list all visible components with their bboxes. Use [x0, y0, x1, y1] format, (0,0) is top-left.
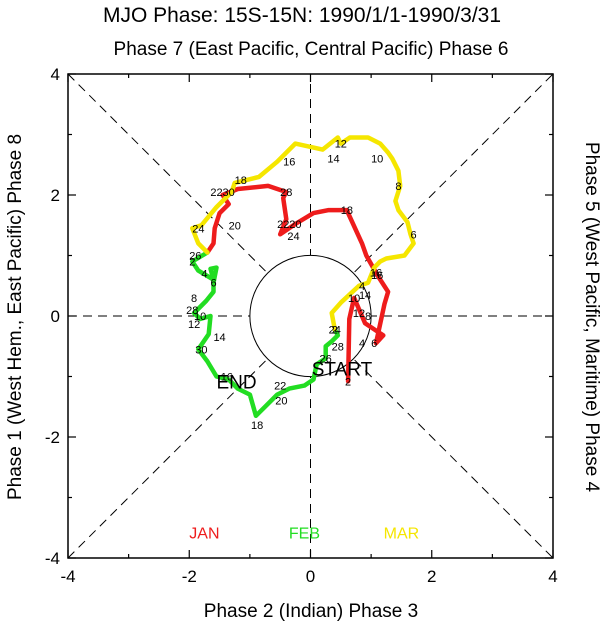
- day-label: 10: [348, 293, 360, 305]
- day-label: 22: [210, 187, 222, 199]
- unit-circle: [249, 254, 372, 378]
- day-label: 16: [283, 157, 295, 169]
- day-label: 30: [223, 187, 235, 199]
- top-axis-label: Phase 7 (East Pacific, Central Pacific) …: [114, 39, 509, 60]
- y-tick-label: -4: [45, 549, 60, 568]
- y-tick-label: -2: [45, 428, 60, 447]
- y-tick-label: 0: [51, 307, 60, 326]
- x-tick-label: 4: [548, 567, 557, 586]
- diagonal-divider: [67, 73, 554, 559]
- day-label: 28: [186, 305, 198, 317]
- chart-title: MJO Phase: 15S-15N: 1990/1/1-1990/3/31: [103, 4, 501, 27]
- start-label: START: [312, 359, 373, 380]
- month-legend: JAN FEB MAR: [189, 526, 419, 543]
- day-label: 14: [327, 154, 339, 166]
- day-label: 4: [359, 338, 365, 350]
- day-label: 2: [332, 324, 338, 336]
- day-label: 24: [329, 324, 341, 336]
- day-label: 16: [221, 372, 233, 384]
- day-label: 14: [213, 332, 225, 344]
- x-tick-label: 0: [306, 567, 315, 586]
- day-label: 22: [277, 219, 289, 231]
- day-label: 12: [353, 308, 365, 320]
- x-axis-label: Phase 2 (Indian) Phase 3: [204, 601, 418, 622]
- end-label: END: [216, 373, 256, 394]
- day-label: 18: [235, 175, 247, 187]
- day-label: 8: [365, 311, 371, 323]
- day-label: 10: [371, 154, 383, 166]
- day-label: 20: [229, 220, 241, 232]
- day-label: 30: [195, 344, 207, 356]
- series-line-feb: [190, 250, 341, 419]
- day-label: 4: [359, 281, 365, 293]
- day-label: 8: [191, 293, 197, 305]
- day-label: 12: [335, 139, 347, 151]
- day-label: 22: [274, 381, 286, 393]
- day-label: 20: [289, 219, 301, 231]
- day-label: 28: [280, 187, 292, 199]
- right-axis-label: Phase 5 (West Pacific, Maritime) Phase 4: [581, 142, 602, 493]
- x-tick-label: 2: [427, 567, 436, 586]
- day-label: 2: [189, 257, 195, 269]
- day-label: 26: [320, 353, 332, 365]
- x-tick-label: -2: [182, 567, 197, 586]
- diagonal-divider: [67, 73, 554, 559]
- day-label: 16: [371, 270, 383, 282]
- day-label: 12: [188, 319, 200, 331]
- day-label: 6: [411, 229, 417, 241]
- y-tick-label: 4: [51, 65, 60, 84]
- series-line-mar: [190, 135, 416, 332]
- legend-item-feb: FEB: [289, 526, 320, 543]
- day-label: 4: [201, 269, 207, 281]
- day-label: 26: [189, 251, 201, 263]
- day-label-layer: 24 68101214161820222428302468101214161820…: [186, 139, 416, 432]
- day-label: 10: [194, 311, 206, 323]
- day-label: 6: [371, 338, 377, 350]
- day-label: 6: [210, 278, 216, 290]
- day-label: 24: [192, 223, 204, 235]
- legend-item-jan: JAN: [189, 526, 219, 543]
- y-axis-label: Phase 1 (West Hem., East Pacific) Phase …: [5, 134, 26, 500]
- day-label: 18: [341, 205, 353, 217]
- day-label: 8: [395, 181, 401, 193]
- trajectory-layer: [190, 135, 416, 419]
- day-label: 18: [251, 420, 263, 432]
- day-label: 20: [275, 396, 287, 408]
- day-label: 24: [287, 231, 299, 243]
- day-label: 28: [332, 341, 344, 353]
- y-tick-label: 2: [51, 186, 60, 205]
- x-tick-label: -4: [60, 567, 75, 586]
- day-label: 16: [370, 267, 382, 279]
- day-label: 2: [345, 376, 351, 388]
- day-label: 14: [359, 290, 371, 302]
- legend-item-mar: MAR: [384, 526, 420, 543]
